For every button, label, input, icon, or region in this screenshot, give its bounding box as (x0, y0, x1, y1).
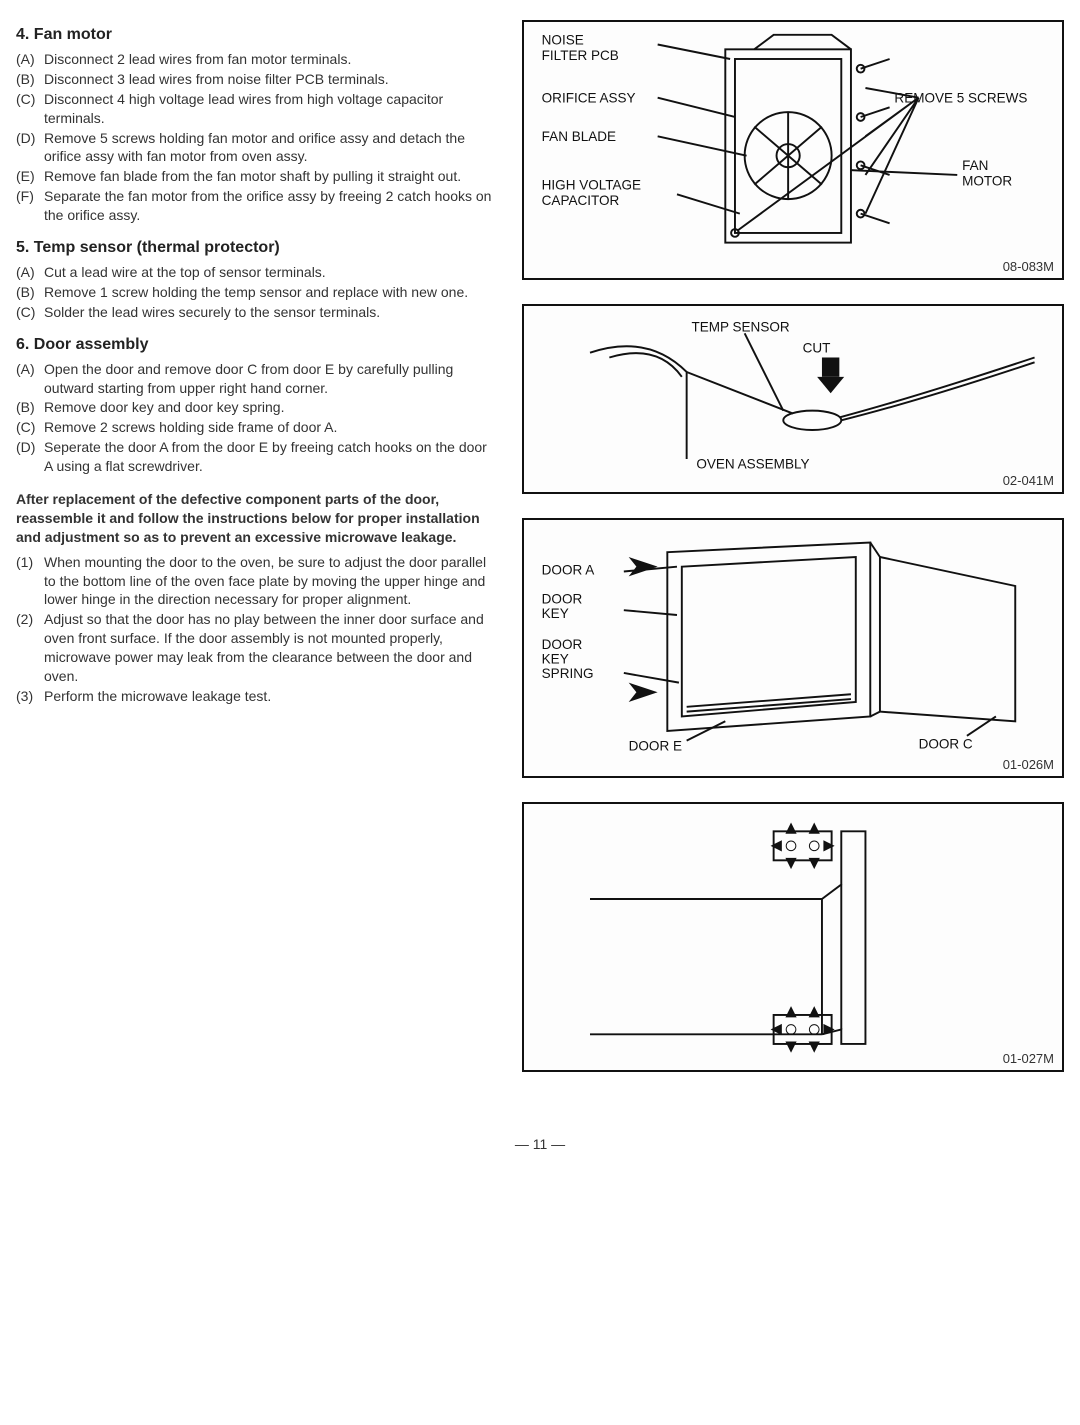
list-item: (A)Open the door and remove door C from … (16, 360, 498, 398)
list-text: Remove door key and door key spring. (44, 398, 498, 417)
list-item: (E)Remove fan blade from the fan motor s… (16, 167, 498, 186)
label-oven-assembly: OVEN ASSEMBLY (696, 457, 809, 472)
list-item: (B)Remove 1 screw holding the temp senso… (16, 283, 498, 302)
list-text: Perform the microwave leakage test. (44, 687, 498, 706)
list-marker: (D) (16, 129, 44, 167)
figure-fan-motor: NOISEFILTER PCB ORIFICE ASSY FAN BLADE H… (522, 20, 1064, 280)
list-text: Disconnect 3 lead wires from noise filte… (44, 70, 498, 89)
list-text: Cut a lead wire at the top of sensor ter… (44, 263, 498, 282)
list-text: Remove fan blade from the fan motor shaf… (44, 167, 498, 186)
list-text: Adjust so that the door has no play betw… (44, 610, 498, 686)
section-4-list: (A)Disconnect 2 lead wires from fan moto… (16, 50, 498, 225)
list-marker: (A) (16, 50, 44, 69)
left-column: 4. Fan motor (A)Disconnect 2 lead wires … (16, 20, 498, 1096)
list-marker: (B) (16, 70, 44, 89)
label-door-c: DOOR C (919, 736, 973, 751)
list-marker: (C) (16, 303, 44, 322)
list-item: (A)Cut a lead wire at the top of sensor … (16, 263, 498, 282)
section-6-bold-note: After replacement of the defective compo… (16, 490, 498, 547)
list-text: Open the door and remove door C from doo… (44, 360, 498, 398)
list-text: Remove 1 screw holding the temp sensor a… (44, 283, 498, 302)
figure-2-id: 02-041M (1003, 473, 1054, 488)
list-marker: (2) (16, 610, 44, 686)
list-item: (D)Seperate the door A from the door E b… (16, 438, 498, 476)
door-assembly-diagram: DOOR A DOORKEY DOORKEYSPRING DOOR E DOOR… (532, 528, 1054, 760)
label-door-a: DOOR A (542, 562, 595, 577)
label-remove-screws: REMOVE 5 SCREWS (895, 90, 1028, 105)
list-marker: (3) (16, 687, 44, 706)
figure-4-id: 01-027M (1003, 1051, 1054, 1066)
figure-3-id: 01-026M (1003, 757, 1054, 772)
list-item: (B)Disconnect 3 lead wires from noise fi… (16, 70, 498, 89)
label-noise-filter: NOISEFILTER PCB (542, 32, 619, 62)
list-item: (3)Perform the microwave leakage test. (16, 687, 498, 706)
section-6-numbered-list: (1)When mounting the door to the oven, b… (16, 553, 498, 706)
list-item: (C)Remove 2 screws holding side frame of… (16, 418, 498, 437)
fan-motor-diagram: NOISEFILTER PCB ORIFICE ASSY FAN BLADE H… (532, 30, 1054, 262)
list-marker: (E) (16, 167, 44, 186)
list-marker: (A) (16, 360, 44, 398)
list-item: (D)Remove 5 screws holding fan motor and… (16, 129, 498, 167)
list-item: (C)Disconnect 4 high voltage lead wires … (16, 90, 498, 128)
section-4-title: 4. Fan motor (16, 26, 498, 44)
label-orifice-assy: ORIFICE ASSY (542, 90, 636, 105)
section-5-list: (A)Cut a lead wire at the top of sensor … (16, 263, 498, 322)
label-fan-motor: FANMOTOR (962, 158, 1012, 188)
label-fan-blade: FAN BLADE (542, 129, 616, 144)
figure-door-hinge: 01-027M (522, 802, 1064, 1072)
list-text: Disconnect 2 lead wires from fan motor t… (44, 50, 498, 69)
list-text: Remove 5 screws holding fan motor and or… (44, 129, 498, 167)
section-6-title: 6. Door assembly (16, 336, 498, 354)
list-marker: (C) (16, 90, 44, 128)
label-hv-capacitor: HIGH VOLTAGECAPACITOR (542, 177, 641, 207)
list-text: Disconnect 4 high voltage lead wires fro… (44, 90, 498, 128)
list-text: Solder the lead wires securely to the se… (44, 303, 498, 322)
list-item: (A)Disconnect 2 lead wires from fan moto… (16, 50, 498, 69)
temp-sensor-diagram: TEMP SENSOR CUT OVEN ASSEMBLY (532, 314, 1054, 478)
label-door-e: DOOR E (629, 738, 682, 753)
figure-door-assembly: DOOR A DOORKEY DOORKEYSPRING DOOR E DOOR… (522, 518, 1064, 778)
list-text: Remove 2 screws holding side frame of do… (44, 418, 498, 437)
list-marker: (1) (16, 553, 44, 610)
section-6-list: (A)Open the door and remove door C from … (16, 360, 498, 476)
list-item: (C)Solder the lead wires securely to the… (16, 303, 498, 322)
label-door-key: DOORKEY (542, 591, 583, 620)
list-marker: (B) (16, 398, 44, 417)
page-content: 4. Fan motor (A)Disconnect 2 lead wires … (16, 20, 1064, 1096)
list-marker: (F) (16, 187, 44, 225)
list-marker: (A) (16, 263, 44, 282)
figure-temp-sensor: TEMP SENSOR CUT OVEN ASSEMBLY 02-041M (522, 304, 1064, 494)
list-text: When mounting the door to the oven, be s… (44, 553, 498, 610)
list-item: (F)Separate the fan motor from the orifi… (16, 187, 498, 225)
label-cut: CUT (803, 341, 831, 356)
section-5-title: 5. Temp sensor (thermal protector) (16, 239, 498, 257)
list-marker: (C) (16, 418, 44, 437)
list-item: (1)When mounting the door to the oven, b… (16, 553, 498, 610)
figure-1-id: 08-083M (1003, 259, 1054, 274)
list-marker: (D) (16, 438, 44, 476)
right-column: NOISEFILTER PCB ORIFICE ASSY FAN BLADE H… (522, 20, 1064, 1096)
list-item: (2)Adjust so that the door has no play b… (16, 610, 498, 686)
door-hinge-diagram (532, 812, 1054, 1054)
list-item: (B)Remove door key and door key spring. (16, 398, 498, 417)
label-temp-sensor: TEMP SENSOR (692, 319, 790, 334)
list-text: Seperate the door A from the door E by f… (44, 438, 498, 476)
label-door-key-spring: DOORKEYSPRING (542, 637, 594, 681)
list-marker: (B) (16, 283, 44, 302)
page-number: — 11 — (16, 1136, 1064, 1152)
list-text: Separate the fan motor from the orifice … (44, 187, 498, 225)
